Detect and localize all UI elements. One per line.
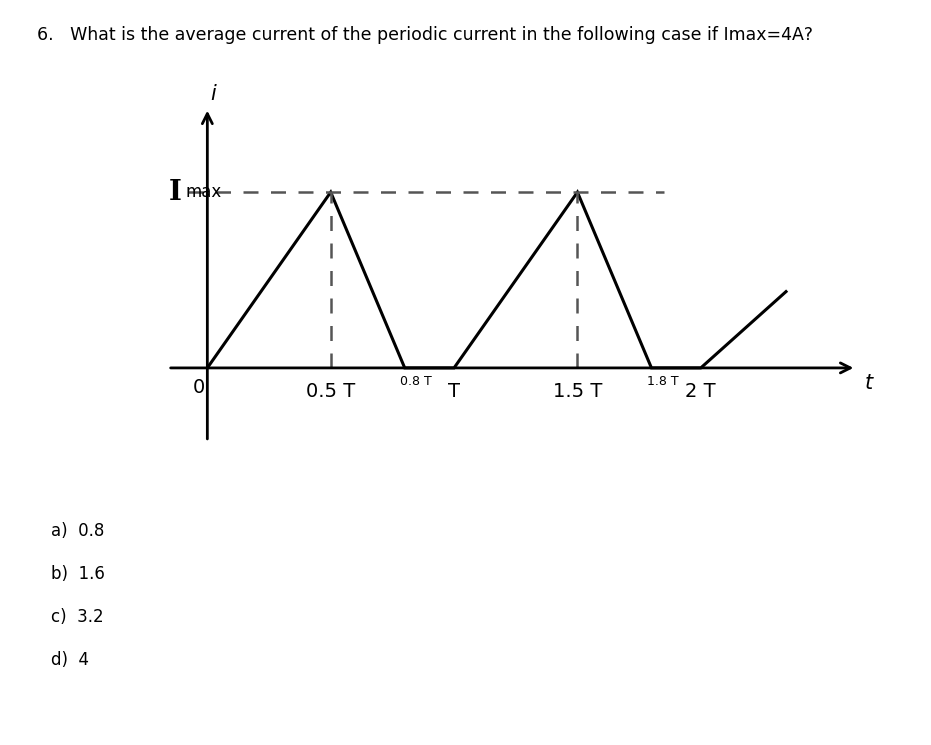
- Text: 0.8 T: 0.8 T: [399, 375, 432, 388]
- Text: T: T: [448, 382, 460, 401]
- Text: c)  3.2: c) 3.2: [51, 608, 104, 626]
- Text: max: max: [185, 183, 222, 201]
- Text: 1.5 T: 1.5 T: [553, 382, 602, 401]
- Text: 6.   What is the average current of the periodic current in the following case i: 6. What is the average current of the pe…: [37, 26, 814, 44]
- Text: 0: 0: [193, 378, 205, 398]
- Text: 0.5 T: 0.5 T: [306, 382, 356, 401]
- Text: I: I: [169, 179, 182, 206]
- Text: d)  4: d) 4: [51, 651, 89, 669]
- Text: 2 T: 2 T: [685, 382, 716, 401]
- Text: b)  1.6: b) 1.6: [51, 565, 105, 583]
- Text: a)  0.8: a) 0.8: [51, 522, 104, 539]
- Text: $t$: $t$: [864, 373, 874, 393]
- Text: $i$: $i$: [209, 84, 218, 104]
- Text: 1.8 T: 1.8 T: [646, 375, 678, 388]
